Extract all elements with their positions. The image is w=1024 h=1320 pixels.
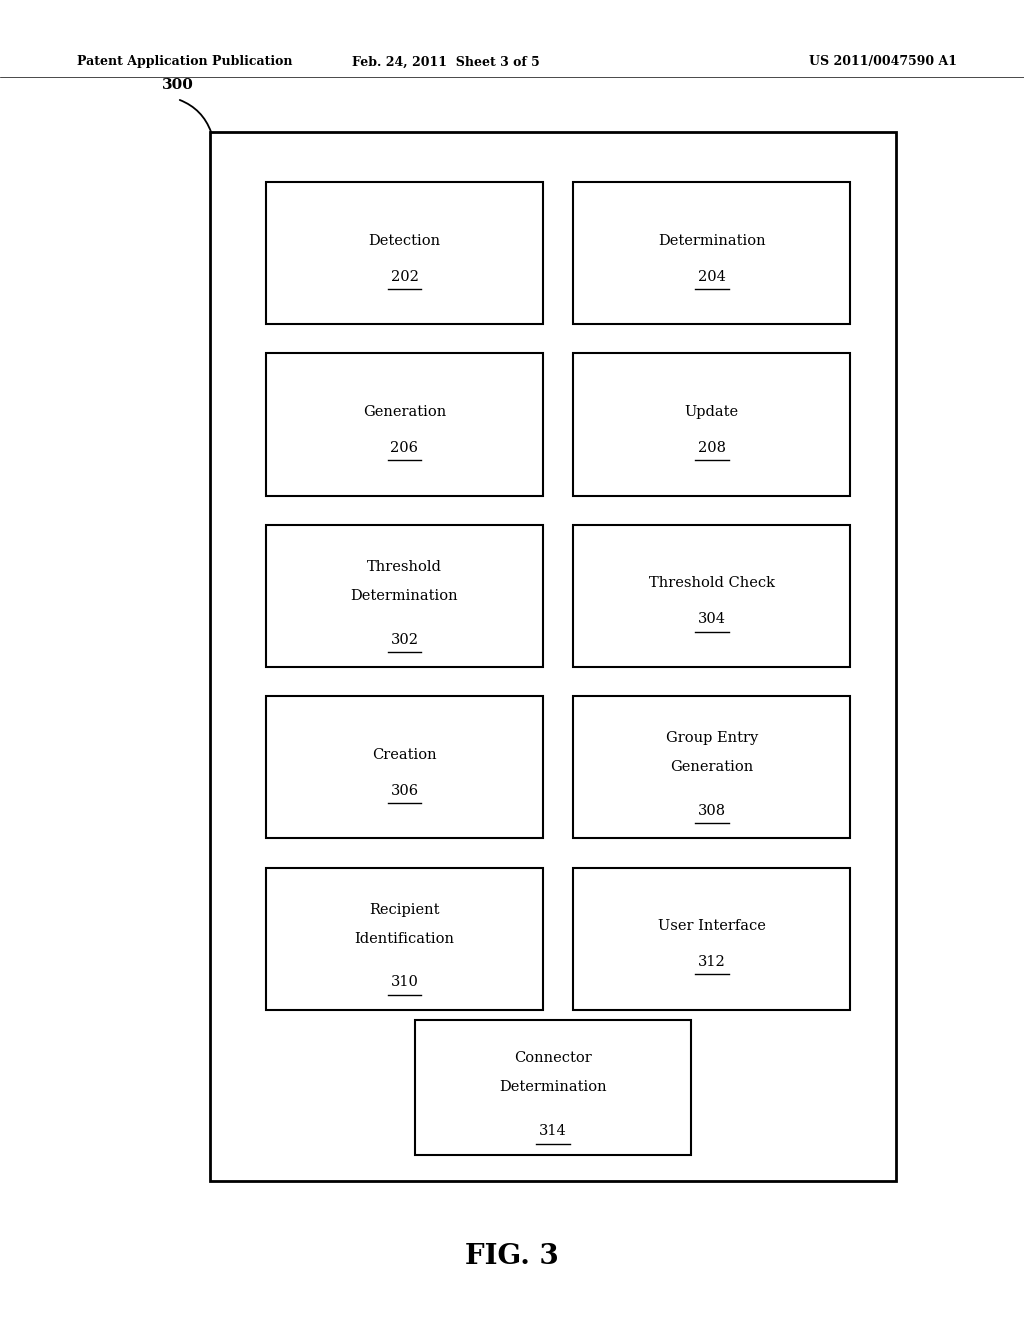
Bar (573, 354, 850, 496)
Text: FIG. 3: FIG. 3 (465, 1243, 559, 1270)
Text: Threshold: Threshold (367, 560, 442, 574)
Text: Feb. 24, 2011  Sheet 3 of 5: Feb. 24, 2011 Sheet 3 of 5 (351, 55, 540, 69)
Bar (266, 867, 543, 1010)
Text: 310: 310 (390, 975, 419, 989)
Text: 302: 302 (390, 632, 419, 647)
Bar (266, 525, 543, 667)
Text: Generation: Generation (362, 405, 446, 418)
Text: 208: 208 (697, 441, 726, 455)
Text: Threshold Check: Threshold Check (648, 577, 775, 590)
Bar (573, 525, 850, 667)
Text: Identification: Identification (354, 932, 455, 945)
Text: Determination: Determination (657, 234, 766, 248)
Text: 300: 300 (162, 78, 194, 92)
Text: Group Entry: Group Entry (666, 731, 758, 746)
Text: Determination: Determination (350, 589, 459, 603)
Bar (266, 354, 543, 496)
Bar (573, 182, 850, 325)
Text: User Interface: User Interface (657, 919, 766, 933)
Text: Connector: Connector (514, 1051, 592, 1065)
Text: Detection: Detection (369, 234, 440, 248)
Text: Generation: Generation (670, 760, 754, 775)
Text: Patent Application Publication: Patent Application Publication (77, 55, 292, 69)
Text: Determination: Determination (499, 1080, 607, 1094)
Text: 314: 314 (539, 1123, 567, 1138)
Text: 312: 312 (697, 954, 726, 969)
Text: Creation: Creation (372, 747, 437, 762)
Bar (266, 182, 543, 325)
Text: 306: 306 (390, 784, 419, 797)
Bar (266, 696, 543, 838)
Text: 304: 304 (697, 612, 726, 626)
Text: 308: 308 (697, 804, 726, 818)
Bar (573, 696, 850, 838)
Text: US 2011/0047590 A1: US 2011/0047590 A1 (809, 55, 957, 69)
Text: Update: Update (685, 405, 738, 418)
Bar (573, 867, 850, 1010)
Bar (210, 132, 896, 1181)
Text: 202: 202 (390, 269, 419, 284)
Text: 206: 206 (390, 441, 419, 455)
Text: 204: 204 (697, 269, 726, 284)
Bar (415, 1020, 691, 1155)
Text: Recipient: Recipient (370, 903, 439, 916)
